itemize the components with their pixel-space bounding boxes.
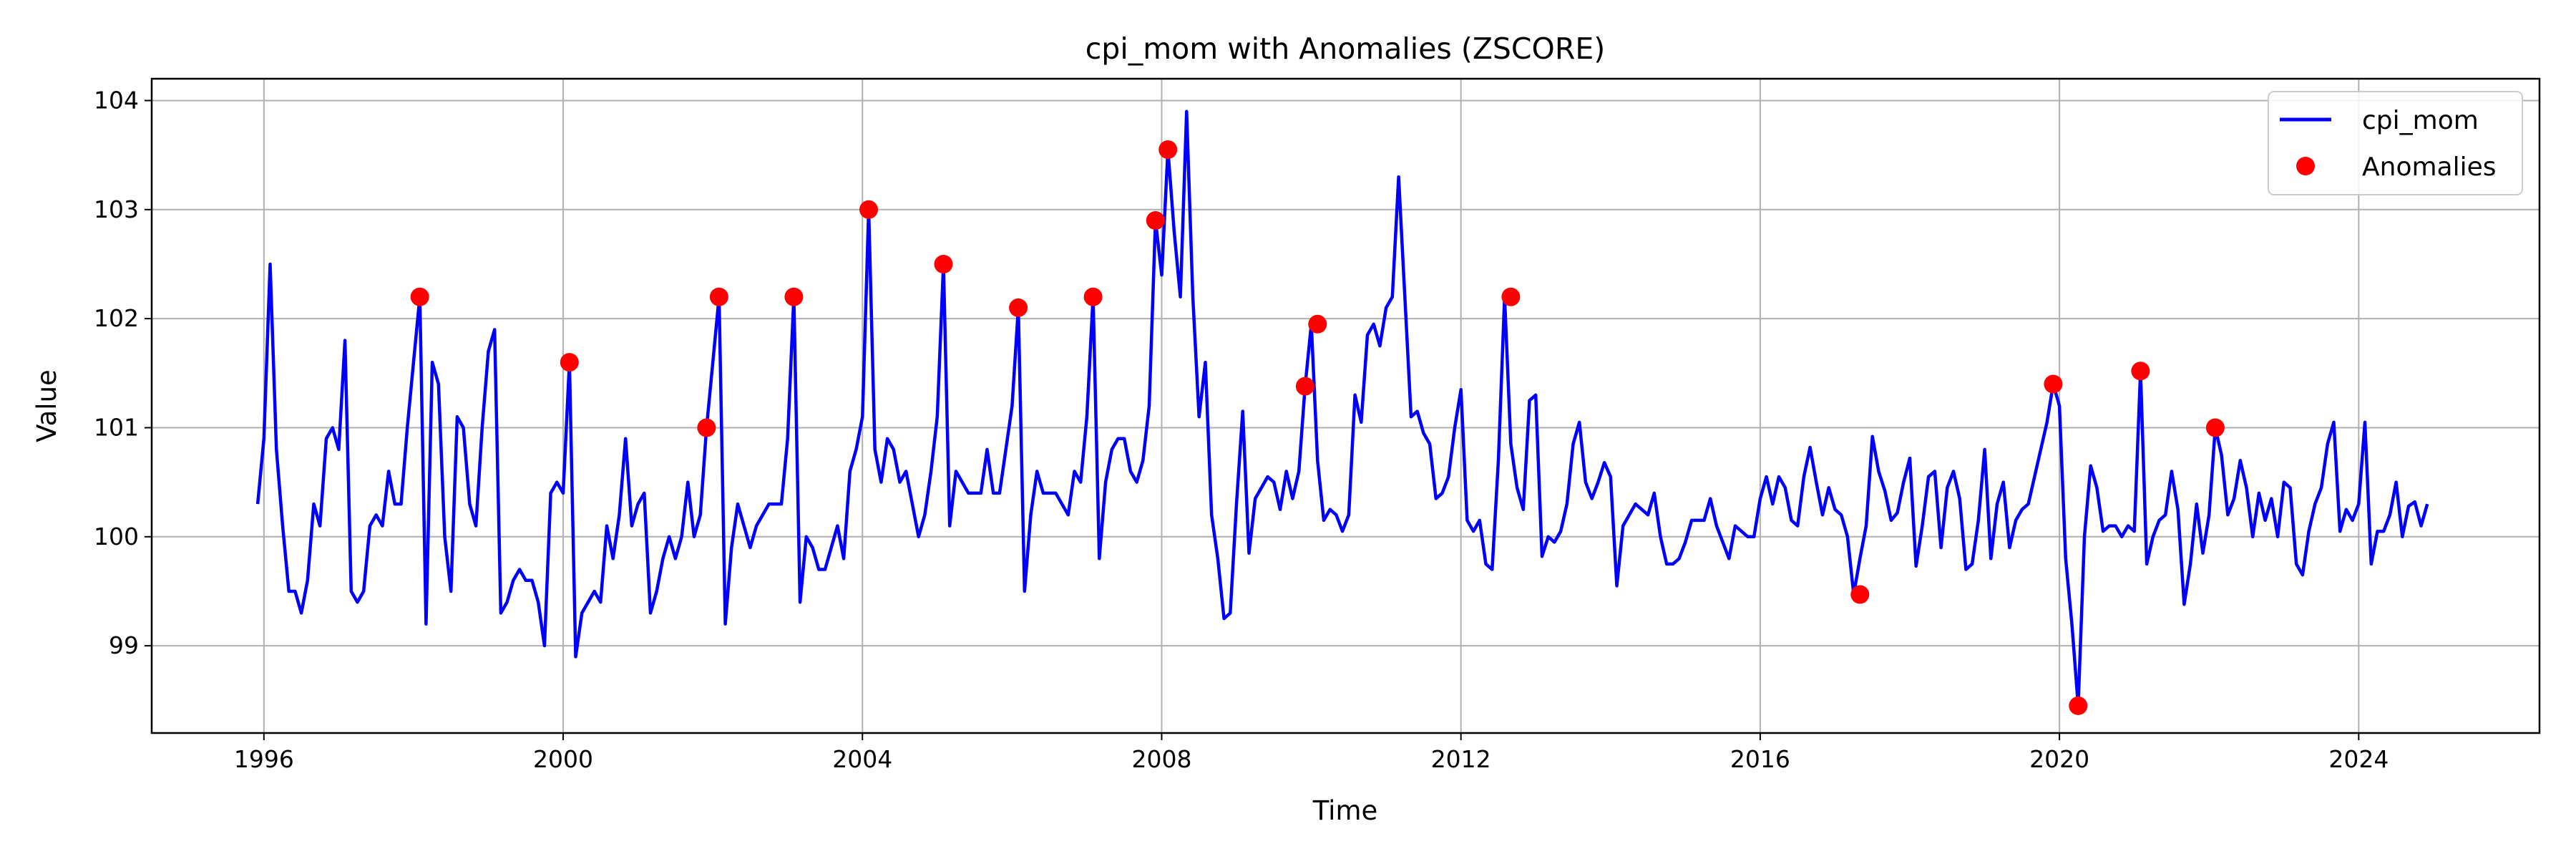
y-tick-label: 104 [94, 86, 139, 114]
grid [152, 79, 2540, 733]
x-tick-label: 2020 [2029, 745, 2089, 773]
anomaly-point [1850, 585, 1870, 604]
plot-frame [150, 77, 2541, 734]
x-tick-label: 2024 [2328, 745, 2389, 773]
legend-label-cpi-mom: cpi_mom [2362, 106, 2479, 135]
chart-title: cpi_mom with Anomalies (ZSCORE) [1085, 31, 1605, 66]
x-tick-label: 2004 [832, 745, 892, 773]
anomaly-point [1501, 287, 1521, 306]
x-tick-label: 2000 [533, 745, 593, 773]
ticks: 1996 2000 2004 2008 2012 2016 2020 2024 99 100 101… [94, 86, 2389, 773]
x-axis-label: Time [1312, 795, 1378, 826]
anomaly-point [709, 287, 728, 306]
series-layer [255, 110, 2429, 715]
anomaly-point [2069, 696, 2088, 715]
y-tick-label: 101 [94, 413, 139, 441]
x-tick-label: 2016 [1730, 745, 1790, 773]
x-tick-label: 2008 [1131, 745, 1191, 773]
anomaly-point [560, 353, 579, 372]
legend-box [2268, 91, 2523, 195]
anomaly-point [2205, 418, 2225, 437]
x-tick-label: 2012 [1431, 745, 1491, 773]
anomaly-point [697, 418, 716, 437]
anomaly-point [1009, 298, 1028, 317]
anomaly-point [784, 287, 804, 306]
series-line-cpi-mom [255, 110, 2429, 708]
anomaly-point [1295, 377, 1314, 396]
y-tick-label: 103 [94, 195, 139, 223]
anomaly-point [859, 200, 878, 219]
anomaly-point [1083, 287, 1103, 306]
y-tick-label: 102 [94, 304, 139, 332]
legend-point-swatch [2296, 157, 2315, 175]
legend-label-anomalies: Anomalies [2362, 152, 2497, 182]
anomaly-point [410, 287, 429, 306]
anomaly-point [1158, 140, 1178, 159]
anomaly-point [2131, 361, 2150, 381]
legend: cpi_mom Anomalies [2268, 91, 2523, 195]
y-axis-label: Value [31, 369, 62, 442]
x-tick-label: 1996 [234, 745, 294, 773]
anomaly-point [934, 255, 953, 273]
anomaly-point [2044, 374, 2063, 394]
anomaly-point [1308, 314, 1327, 334]
y-tick-label: 100 [94, 523, 139, 550]
y-tick-label: 99 [109, 631, 139, 659]
anomaly-point [1146, 211, 1165, 230]
